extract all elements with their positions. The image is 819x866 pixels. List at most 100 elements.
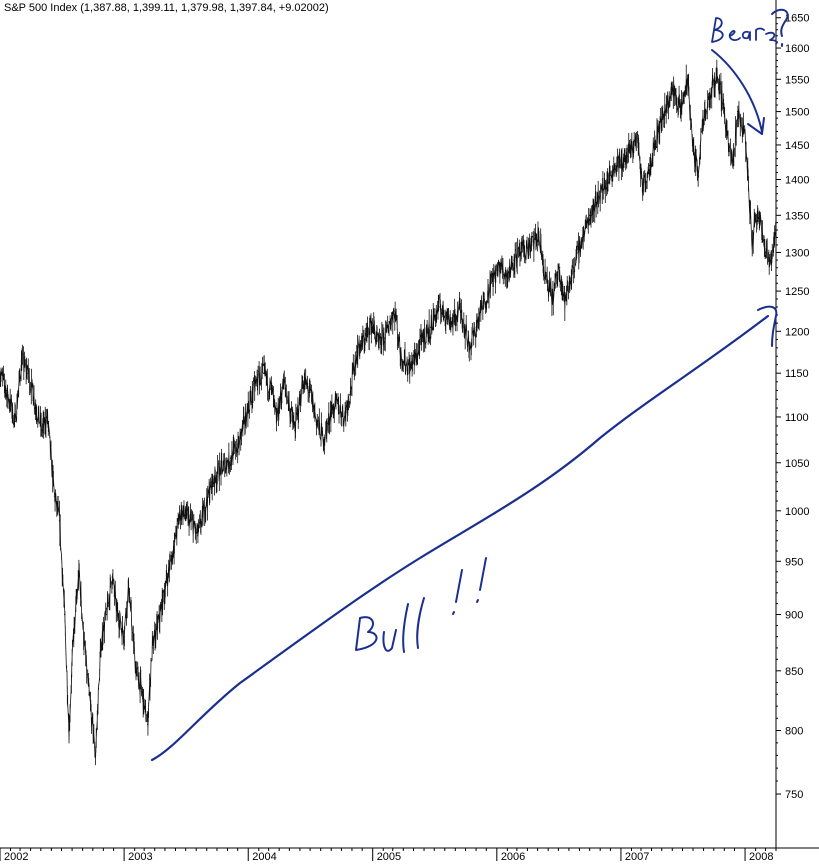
price-point xyxy=(751,244,753,246)
price-point xyxy=(329,411,332,414)
price-point xyxy=(196,535,199,537)
y-tick-label: 1300 xyxy=(785,247,809,259)
price-point xyxy=(371,322,373,324)
y-tick-label: 1000 xyxy=(785,506,809,518)
price-point xyxy=(589,214,591,216)
price-point xyxy=(614,164,616,167)
y-tick-label: 900 xyxy=(785,610,803,622)
price-point xyxy=(564,302,566,304)
price-point xyxy=(140,687,142,689)
price-point xyxy=(521,251,523,254)
price-point xyxy=(415,355,418,357)
price-point xyxy=(378,347,380,349)
price-point xyxy=(452,322,454,324)
price-point xyxy=(53,495,56,497)
price-point xyxy=(271,389,273,392)
price-point xyxy=(247,407,249,409)
price-point xyxy=(538,236,540,239)
price-point xyxy=(475,326,477,328)
price-point xyxy=(637,137,639,139)
price-point xyxy=(657,130,659,133)
bear-question-mark xyxy=(771,8,789,47)
price-point xyxy=(559,267,561,269)
y-tick-label: 1150 xyxy=(785,368,809,380)
price-point xyxy=(127,586,130,589)
y-tick-label: 1450 xyxy=(785,140,809,152)
price-point xyxy=(581,236,584,239)
price-point xyxy=(111,576,113,578)
price-point xyxy=(14,420,16,423)
y-tick-label: 1200 xyxy=(785,326,809,338)
price-point xyxy=(747,178,749,181)
y-tick-label: 1400 xyxy=(785,175,809,187)
x-tick-label: 2005 xyxy=(377,851,401,861)
price-point xyxy=(46,416,48,418)
price-point xyxy=(423,334,425,336)
price-point xyxy=(146,723,149,725)
price-point xyxy=(736,110,739,113)
bull-annotation xyxy=(355,557,487,653)
price-point xyxy=(158,619,161,621)
bull-letter-l2 xyxy=(416,597,425,649)
price-point xyxy=(94,754,97,757)
price-point xyxy=(709,97,711,100)
price-point xyxy=(754,214,757,216)
price-point xyxy=(528,248,530,250)
price-point xyxy=(34,403,36,405)
y-tick-label: 750 xyxy=(785,789,803,801)
price-point xyxy=(429,326,432,328)
price-point xyxy=(294,429,296,432)
price-point xyxy=(499,267,501,269)
price-point xyxy=(5,389,8,392)
y-tick-label: 1100 xyxy=(785,412,809,424)
price-point xyxy=(100,641,102,643)
price-series xyxy=(0,59,777,766)
price-point xyxy=(105,613,108,616)
bear-word xyxy=(711,17,778,45)
price-point xyxy=(597,196,599,198)
price-point xyxy=(302,381,304,383)
price-point xyxy=(337,403,339,405)
y-tick-label: 1250 xyxy=(785,286,809,298)
price-point xyxy=(513,259,515,261)
price-point xyxy=(551,298,553,300)
price-point xyxy=(348,394,351,396)
bull-letter-l1 xyxy=(402,603,409,653)
price-point xyxy=(481,306,484,308)
bear-annotation xyxy=(711,8,789,135)
y-tick-label: 800 xyxy=(785,725,803,737)
price-point xyxy=(238,443,240,445)
x-tick-label: 2004 xyxy=(252,851,276,861)
price-point xyxy=(315,420,318,423)
y-tick-label: 1350 xyxy=(785,210,809,222)
bull-trend-curve xyxy=(150,314,770,762)
price-point xyxy=(123,636,125,638)
price-point xyxy=(385,330,387,332)
price-point xyxy=(27,372,29,374)
price-point xyxy=(172,550,174,552)
price-point xyxy=(221,466,223,469)
y-tick-label: 850 xyxy=(785,666,803,678)
price-point xyxy=(648,164,650,167)
price-point xyxy=(189,520,192,522)
price-point xyxy=(364,338,366,341)
price-point xyxy=(151,647,153,649)
price-point xyxy=(343,416,346,418)
price-point xyxy=(697,171,699,174)
x-tick-label: 2007 xyxy=(625,851,649,861)
price-point xyxy=(723,104,725,106)
bear-arrow xyxy=(711,49,765,135)
price-point xyxy=(759,214,761,216)
price-point xyxy=(459,306,461,308)
price-point xyxy=(702,124,704,126)
x-tick-label: 2003 xyxy=(128,851,152,861)
price-point xyxy=(116,608,118,610)
price-point xyxy=(394,310,396,312)
y-tick-label: 1600 xyxy=(785,43,809,55)
price-point xyxy=(211,481,214,483)
price-point xyxy=(64,613,66,616)
price-point xyxy=(715,72,718,74)
price-point xyxy=(180,510,182,512)
price-point xyxy=(356,351,358,353)
